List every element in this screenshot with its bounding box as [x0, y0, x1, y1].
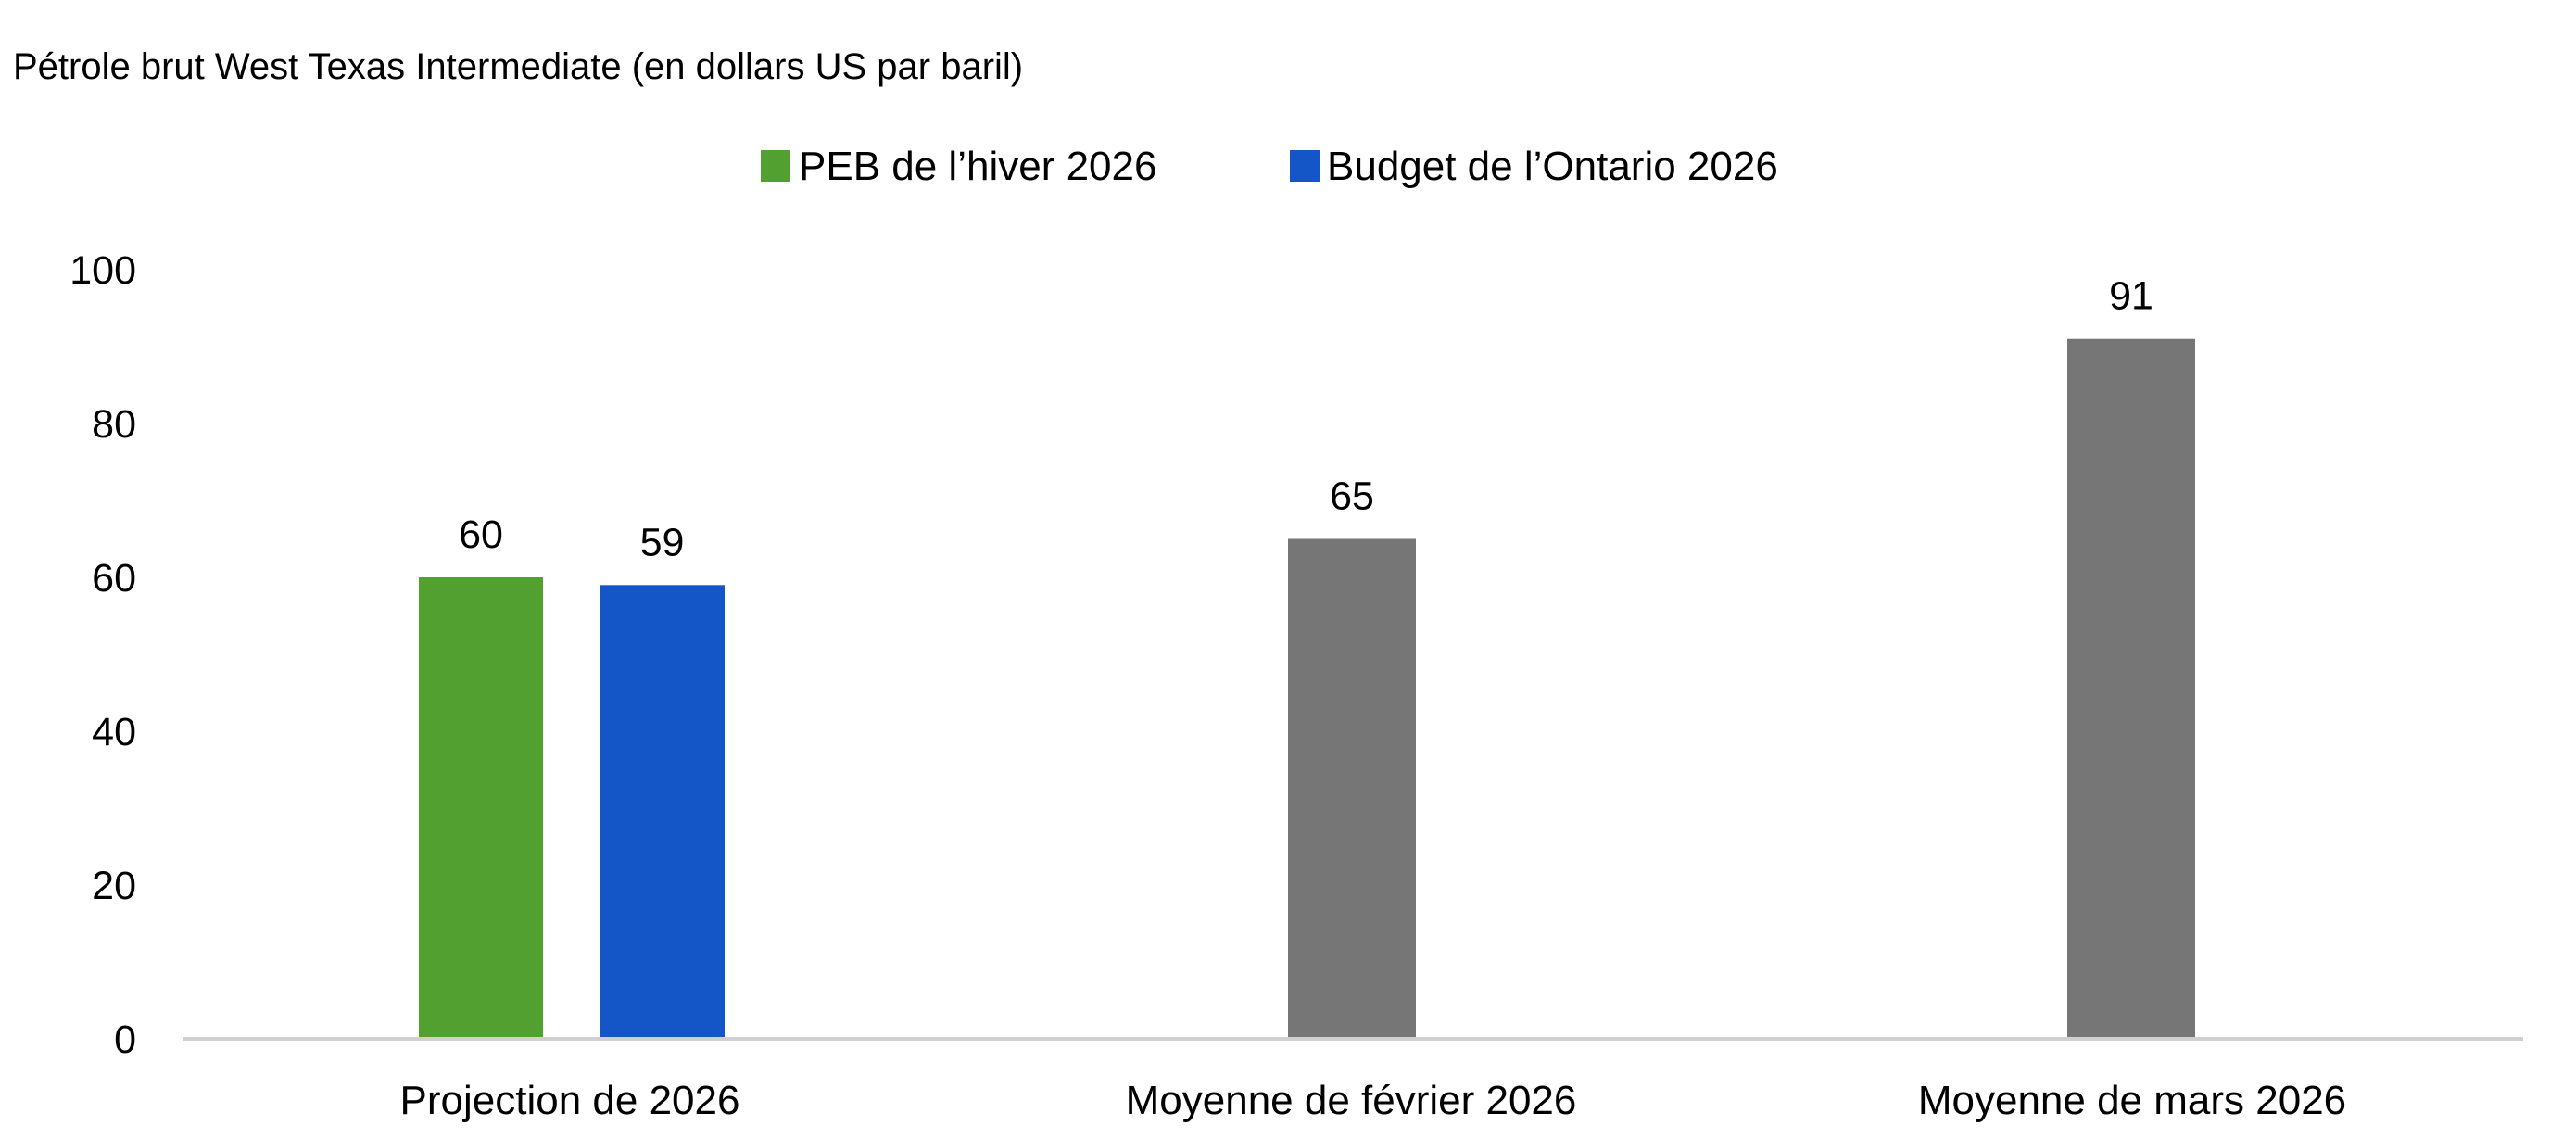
y-tick-label: 0 — [114, 1018, 136, 1062]
bar-data-label: 60 — [459, 512, 503, 557]
bar — [2067, 338, 2195, 1039]
y-tick-label: 80 — [92, 402, 136, 447]
legend: PEB de l’hiver 2026 Budget de l’Ontario … — [761, 144, 1778, 189]
y-tick-label: 60 — [92, 556, 136, 601]
legend-label-peb: PEB de l’hiver 2026 — [799, 144, 1156, 189]
x-axis-categories: Projection de 2026 Moyenne de février 202… — [400, 1078, 2347, 1123]
bar-data-label: 59 — [640, 520, 685, 564]
bar — [600, 585, 725, 1039]
legend-swatch-peb — [761, 150, 790, 182]
y-tick-label: 100 — [69, 248, 136, 293]
legend-label-budget: Budget de l’Ontario 2026 — [1327, 144, 1778, 189]
bars: 60 59 65 91 — [419, 274, 2195, 1039]
y-tick-label: 20 — [92, 864, 136, 908]
bar — [1288, 538, 1416, 1039]
legend-swatch-budget — [1290, 150, 1320, 182]
bar-data-label: 65 — [1330, 474, 1374, 519]
bar — [419, 577, 543, 1039]
y-axis-ticks: 0 20 40 60 80 100 — [69, 248, 136, 1062]
chart-title: Pétrole brut West Texas Intermediate (en… — [13, 46, 1023, 87]
bar-data-label: 91 — [2109, 274, 2153, 319]
x-category-label: Moyenne de février 2026 — [1126, 1078, 1577, 1123]
x-category-label: Projection de 2026 — [400, 1078, 740, 1123]
y-tick-label: 40 — [92, 710, 136, 754]
x-category-label: Moyenne de mars 2026 — [1918, 1078, 2346, 1123]
